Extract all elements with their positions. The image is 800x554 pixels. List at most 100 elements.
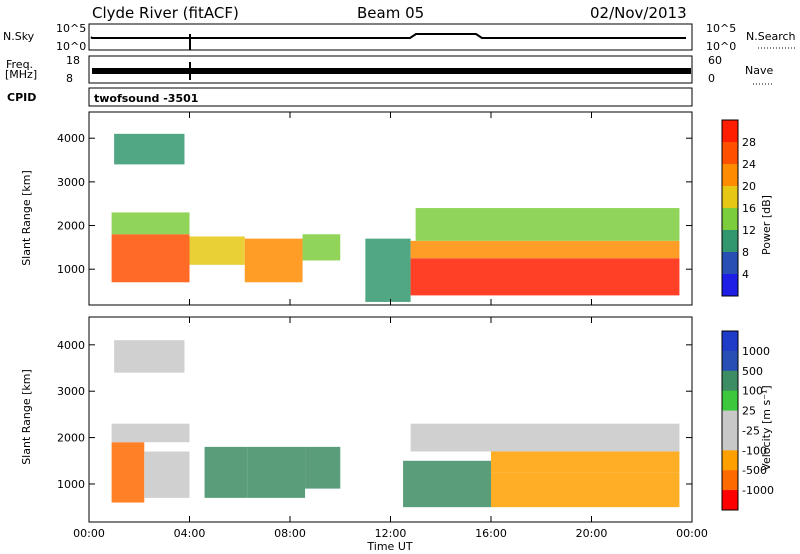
power-colorbar-tick-0: 4 (742, 268, 749, 281)
velocity-colorbar-swatch-6 (722, 450, 738, 471)
velocity-colorbar-tick-3: 25 (742, 405, 756, 418)
velocity-region-3 (204, 446, 248, 498)
power-colorbar-frame (721, 119, 739, 297)
power-colorbar-swatch-6 (722, 252, 738, 275)
velocity-colorbar: 1000 500 100 25 -25 -100 -500 -1000 (721, 330, 774, 511)
power-ytick-label-2: 3000 (57, 176, 85, 189)
power-colorbar-tick-6: 28 (742, 136, 756, 149)
power-colorbar-label: Power [dB] (760, 195, 773, 255)
power-colorbar-swatch-0 (722, 120, 738, 143)
power-heatmap (111, 133, 680, 302)
power-region-7 (410, 258, 680, 296)
power-colorbar: 4 8 12 16 20 24 28 (721, 119, 756, 297)
nsearch-label: N.Search (746, 30, 796, 43)
velocity-ytick-label-0: 1000 (57, 478, 85, 491)
beam-title: Beam 05 (357, 4, 424, 22)
time-tick-label-5: 20:00 (576, 527, 608, 540)
velocity-colorbar-swatch-2 (722, 370, 738, 392)
power-region-5 (114, 133, 185, 165)
velocity-ylabel: Slant Range [km] (20, 369, 33, 465)
nave-label: Nave (745, 64, 773, 77)
nave-tick-top: 60 (708, 54, 722, 67)
freq-trace (92, 68, 691, 74)
velocity-region-8 (491, 472, 680, 508)
power-region-1 (111, 212, 190, 235)
velocity-colorbar-frame (721, 330, 739, 511)
nsky-label: N.Sky (3, 30, 35, 43)
time-axis: 00:00 04:00 08:00 12:00 16:00 20:00 00:00 (73, 112, 708, 540)
power-ytick-label-1: 2000 (57, 220, 85, 233)
power-colorbar-tick-5: 24 (742, 158, 756, 171)
cpid-label: CPID (7, 91, 36, 104)
velocity-colorbar-tick-4: -25 (742, 424, 760, 437)
power-colorbar-swatch-3 (722, 186, 738, 209)
velocity-colorbar-tick-2: 100 (742, 385, 763, 398)
velocity-ytick-label-1: 2000 (57, 432, 85, 445)
power-colorbar-swatch-5 (722, 230, 738, 253)
time-tick-label-2: 08:00 (274, 527, 306, 540)
nsky-frame (88, 23, 693, 51)
station-title: Clyde River (fitACF) (92, 4, 239, 22)
velocity-colorbar-swatch-7 (722, 470, 738, 491)
time-axis-label: Time UT (366, 540, 412, 553)
velocity-heatmap (111, 340, 680, 508)
freq-label: Freq. (6, 58, 33, 71)
velocity-colorbar-swatch-1 (722, 350, 738, 372)
date-title: 02/Nov/2013 (590, 4, 687, 22)
nsky-tick-top: 10^5 (56, 22, 86, 35)
velocity-ytick-label-2: 3000 (57, 385, 85, 398)
freq-tick-bottom: 8 (66, 72, 73, 85)
velocity-region-2 (111, 423, 190, 443)
velocity-region-10 (410, 423, 680, 452)
time-tick-label-0: 00:00 (73, 527, 105, 540)
time-tick-label-6: 00:00 (676, 527, 708, 540)
cpid-panel: CPID twofsound -3501 (7, 87, 693, 107)
power-colorbar-tick-3: 16 (742, 202, 756, 215)
velocity-colorbar-tick-7: -1000 (742, 484, 774, 497)
velocity-colorbar-swatch-0 (722, 331, 738, 352)
velocity-colorbar-swatch-5 (722, 430, 738, 451)
freq-unit: [MHz] (5, 68, 37, 81)
power-colorbar-swatch-1 (722, 142, 738, 165)
nsky-trace (90, 33, 686, 39)
power-colorbar-swatch-4 (722, 208, 738, 231)
nave-tick-bottom: 0 (708, 72, 715, 85)
power-ylabel: Slant Range [km] (20, 170, 33, 266)
power-panel: 1000 2000 3000 4000 Slant Range [km] 4 8 12 16… (20, 111, 773, 306)
cpid-value: twofsound -3501 (94, 92, 198, 105)
velocity-region-6 (114, 340, 185, 373)
power-region-6 (365, 238, 411, 302)
power-y-axis: 1000 2000 3000 4000 (57, 132, 692, 276)
velocity-region-5 (305, 446, 341, 489)
velocity-colorbar-swatch-3 (722, 390, 738, 412)
velocity-colorbar-tick-5: -100 (742, 444, 767, 457)
velocity-region-7 (403, 460, 491, 508)
velocity-colorbar-tick-1: 500 (742, 365, 763, 378)
freq-panel: Freq. [MHz] 18 8 60 0 Nave (5, 54, 773, 85)
power-region-8 (410, 240, 680, 259)
velocity-colorbar-tick-6: -500 (742, 464, 767, 477)
time-tick-label-3: 12:00 (375, 527, 407, 540)
velocity-panel: 1000 2000 3000 4000 Slant Range [km] 1000 50… (20, 316, 774, 523)
power-colorbar-tick-1: 8 (742, 246, 749, 259)
velocity-colorbar-label: Velocity [m s⁻¹] (760, 385, 773, 470)
freq-frame (88, 55, 693, 84)
nsky-tick-bottom: 10^0 (56, 40, 86, 53)
time-tick-label-4: 16:00 (475, 527, 507, 540)
velocity-region-0 (111, 442, 145, 503)
velocity-colorbar-tick-0: 1000 (742, 345, 770, 358)
power-region-2 (189, 236, 245, 265)
nsearch-tick-top: 10^5 (706, 22, 736, 35)
time-tick-label-1: 04:00 (174, 527, 206, 540)
power-region-3 (244, 238, 303, 283)
velocity-region-1 (144, 451, 190, 498)
nsearch-tick-bottom: 10^0 (706, 40, 736, 53)
power-ytick-label-3: 4000 (57, 132, 85, 145)
power-colorbar-swatch-7 (722, 274, 738, 297)
power-colorbar-tick-2: 12 (742, 224, 756, 237)
velocity-ytick-label-3: 4000 (57, 339, 85, 352)
power-colorbar-swatch-2 (722, 164, 738, 187)
power-colorbar-tick-4: 20 (742, 180, 756, 193)
power-region-9 (415, 208, 680, 241)
